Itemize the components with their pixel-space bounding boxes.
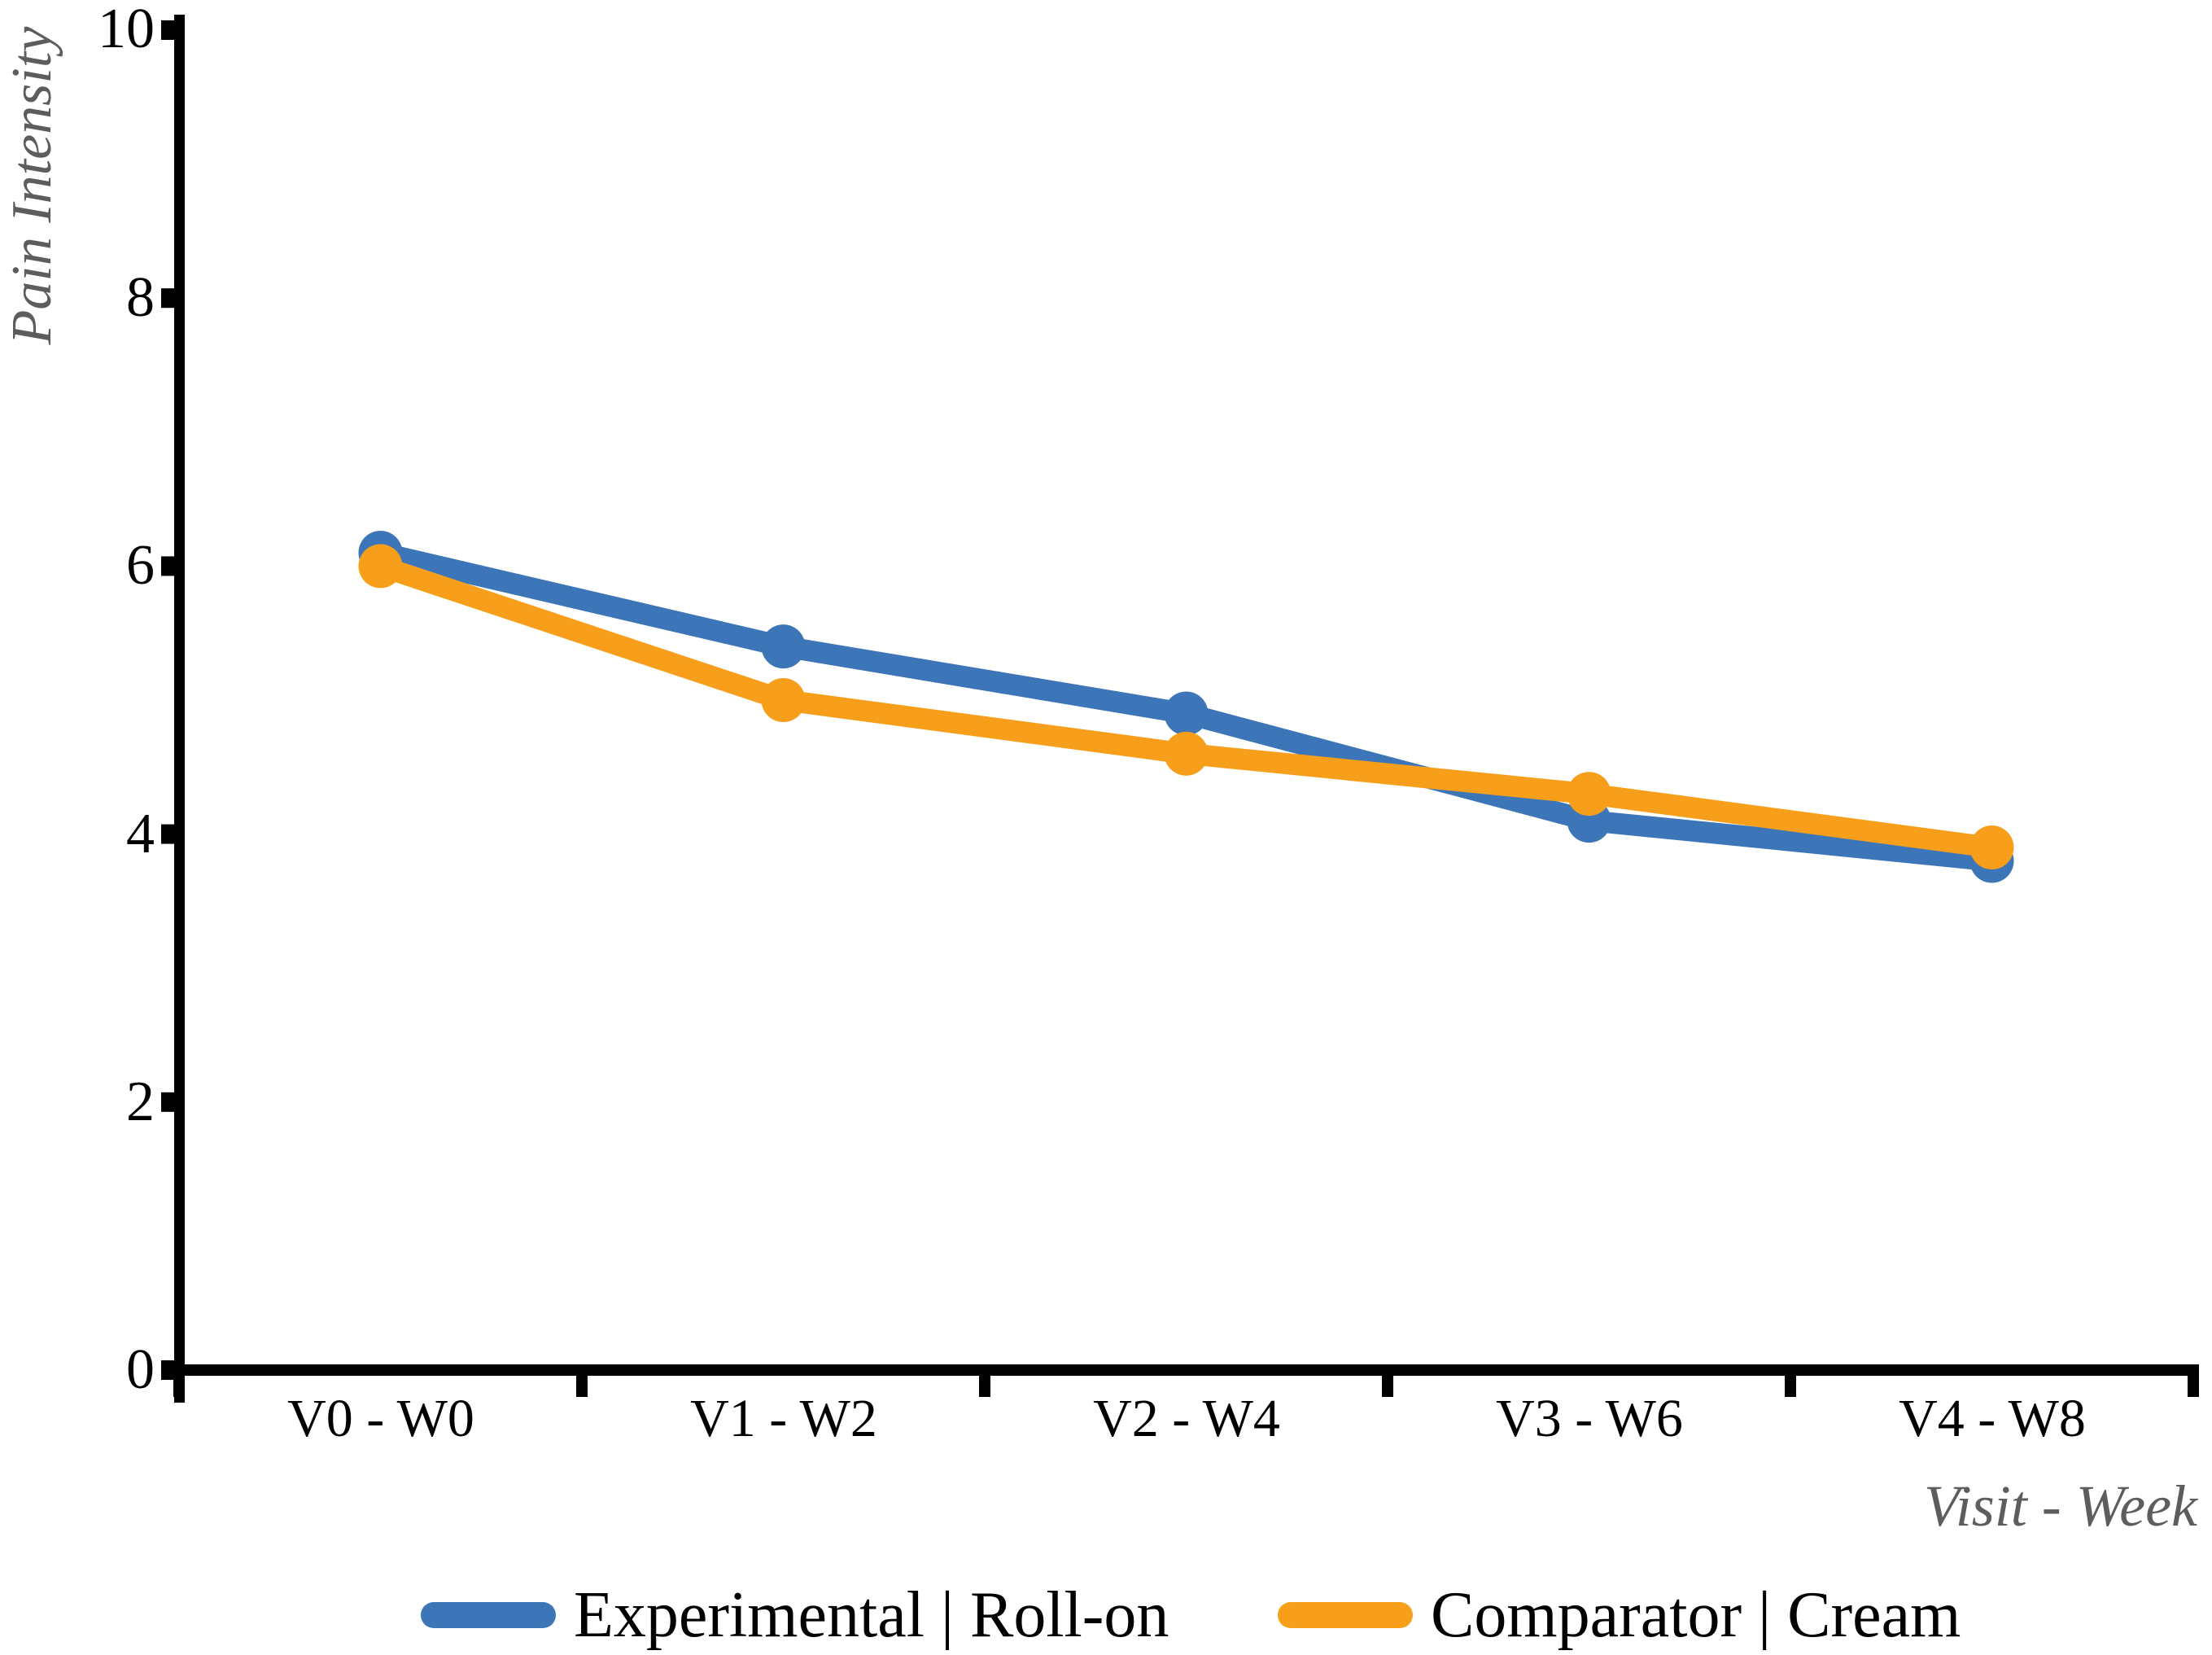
y-tick-label-0: 0 <box>126 1338 155 1401</box>
series-point-1 <box>761 678 806 722</box>
y-axis-spine <box>174 15 185 1403</box>
x-tick-label-v2: V2 - W4 <box>1093 1389 1280 1448</box>
y-tick-label-2: 2 <box>126 1070 155 1133</box>
x-tick-label-v0: V0 - W0 <box>287 1389 474 1448</box>
y-axis-tick <box>161 1092 174 1112</box>
y-axis-tick <box>161 20 174 40</box>
legend-item-experimental: Experimental | Roll-on <box>421 1583 1169 1648</box>
series-point-0 <box>1164 691 1209 736</box>
x-axis-tick <box>173 1376 185 1397</box>
y-axis-tick <box>161 1360 174 1380</box>
series-point-1 <box>1969 825 2014 870</box>
y-axis-title: Pain Intensity <box>1 26 63 345</box>
legend-label-comparator: Comparator | Cream <box>1431 1579 1961 1651</box>
legend-label-experimental: Experimental | Roll-on <box>574 1579 1169 1651</box>
x-axis-tick <box>1785 1376 1796 1397</box>
x-axis-tick <box>1382 1376 1393 1397</box>
series-point-1 <box>1164 731 1209 776</box>
legend-swatch-comparator <box>1278 1602 1413 1628</box>
y-axis-tick <box>161 556 174 576</box>
x-tick-label-v4: V4 - W8 <box>1899 1389 2086 1448</box>
x-axis-tick <box>576 1376 588 1397</box>
series-point-1 <box>358 544 403 589</box>
series-point-0 <box>761 624 806 669</box>
legend-item-comparator: Comparator | Cream <box>1278 1583 1961 1648</box>
series-point-1 <box>1567 772 1611 817</box>
y-tick-label-4: 4 <box>126 803 155 865</box>
x-axis-tick <box>2188 1376 2199 1397</box>
x-tick-label-v1: V1 - W2 <box>690 1389 877 1448</box>
legend-swatch-experimental <box>421 1602 556 1628</box>
y-tick-label-8: 8 <box>126 266 155 329</box>
y-axis-tick <box>161 824 174 844</box>
x-axis-title: Visit - Week <box>1924 1473 2197 1539</box>
x-tick-label-v3: V3 - W6 <box>1496 1389 1683 1448</box>
y-tick-label-10: 10 <box>98 0 155 60</box>
y-axis-tick <box>161 288 174 309</box>
x-axis-tick <box>979 1376 990 1397</box>
x-axis-line <box>174 1364 2199 1376</box>
y-tick-label-6: 6 <box>126 534 155 597</box>
